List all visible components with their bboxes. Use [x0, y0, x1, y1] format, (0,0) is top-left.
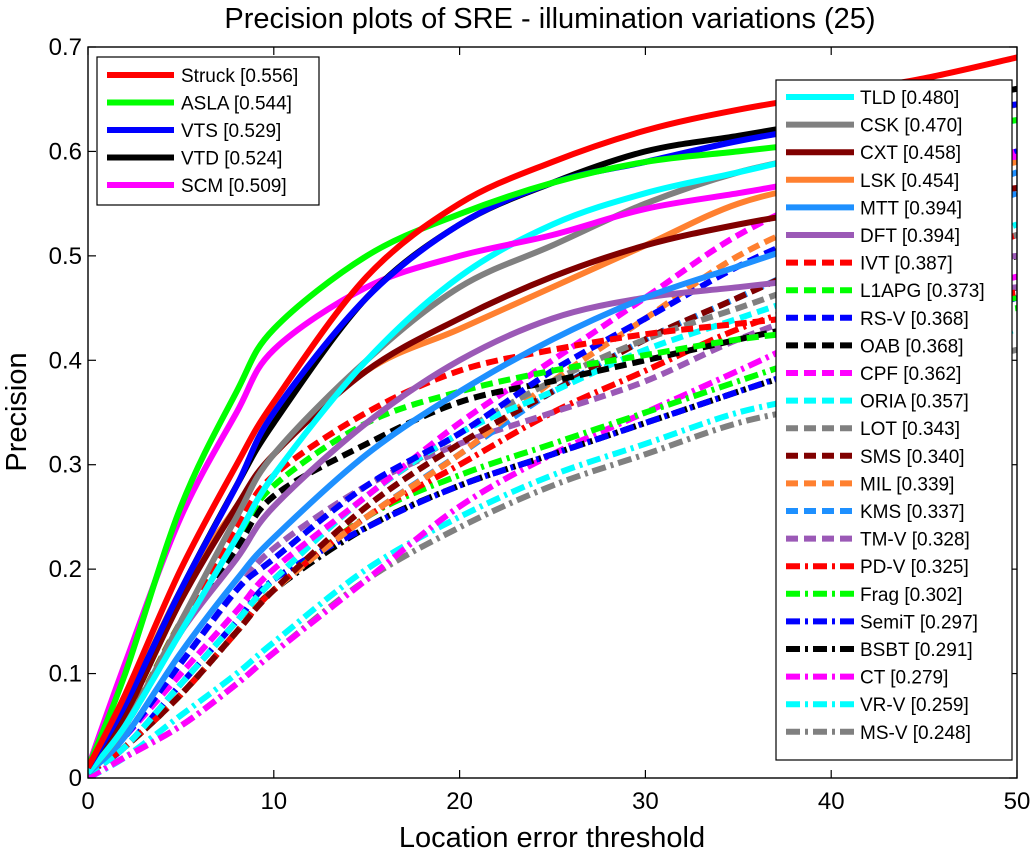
series-line-cpf	[88, 148, 1017, 775]
legend-label: TM-V [0.328]	[860, 530, 970, 551]
x-tick-label: 0	[81, 788, 94, 815]
legend-label: CXT [0.458]	[860, 143, 961, 164]
legend-label: IVT [0.387]	[860, 254, 953, 275]
chart-title: Precision plots of SRE - illumination va…	[224, 3, 875, 35]
legend-label: VTD [0.524]	[181, 149, 282, 170]
legend-label: VTS [0.529]	[181, 121, 281, 142]
legend-label: KMS [0.337]	[860, 502, 965, 523]
y-tick-label: 0.4	[49, 347, 82, 374]
x-tick-label: 30	[632, 788, 659, 815]
y-tick-label: 0.3	[49, 452, 82, 479]
x-axis-label: Location error threshold	[399, 822, 705, 850]
axis-ticks: 0 10 20 30 40 50 0 0.1 0.2 0.3 0.4 0.5 0.6 0.7	[49, 34, 1031, 815]
y-tick-label: 0.6	[49, 138, 82, 165]
legend-label: CPF [0.362]	[860, 364, 961, 385]
legend-label: MTT [0.394]	[860, 198, 962, 219]
legend-label: ASLA [0.544]	[181, 94, 292, 115]
legend-label: SCM [0.509]	[181, 176, 287, 197]
legend-label: DFT [0.394]	[860, 226, 960, 247]
legend-label: SMS [0.340]	[860, 447, 965, 468]
legend-label: VR-V [0.259]	[860, 695, 969, 716]
y-tick-label: 0	[69, 765, 82, 792]
y-tick-label: 0.7	[49, 34, 82, 61]
legend-label: Frag [0.302]	[860, 585, 962, 606]
x-tick-label: 40	[818, 788, 845, 815]
legend-label: OAB [0.368]	[860, 336, 964, 357]
y-tick-label: 0.1	[49, 661, 82, 688]
legend-label: LSK [0.454]	[860, 171, 959, 192]
legend-label: PD-V [0.325]	[860, 557, 969, 578]
legend-right: TLD [0.480] CSK [0.470] CXT [0.458] LSK [0.…	[775, 79, 1013, 761]
legend-label: BSBT [0.291]	[860, 640, 973, 661]
legend-label: CT [0.279]	[860, 668, 948, 689]
legend-label: SemiT [0.297]	[860, 612, 978, 633]
legend-label: Struck [0.556]	[181, 66, 298, 87]
x-tick-label: 10	[260, 788, 287, 815]
legend-label: LOT [0.343]	[860, 419, 960, 440]
x-tick-label: 20	[446, 788, 473, 815]
legend-label: RS-V [0.368]	[860, 309, 969, 330]
legend-label: MIL [0.339]	[860, 474, 954, 495]
legend-label: CSK [0.470]	[860, 116, 962, 137]
legend-left: Struck [0.556] ASLA [0.544] VTS [0.529] VTD…	[96, 56, 320, 206]
legend-label: MS-V [0.248]	[860, 723, 971, 744]
plot-frame	[87, 46, 1018, 779]
y-axis-label: Precision	[1, 352, 33, 471]
legend-label: L1APG [0.373]	[860, 281, 985, 302]
series-line-sms	[88, 179, 1017, 776]
y-tick-label: 0.2	[49, 556, 82, 583]
x-tick-label: 50	[1004, 788, 1031, 815]
legend-label: ORIA [0.357]	[860, 392, 969, 413]
legend-label: TLD [0.480]	[860, 88, 959, 109]
y-tick-label: 0.5	[49, 243, 82, 270]
